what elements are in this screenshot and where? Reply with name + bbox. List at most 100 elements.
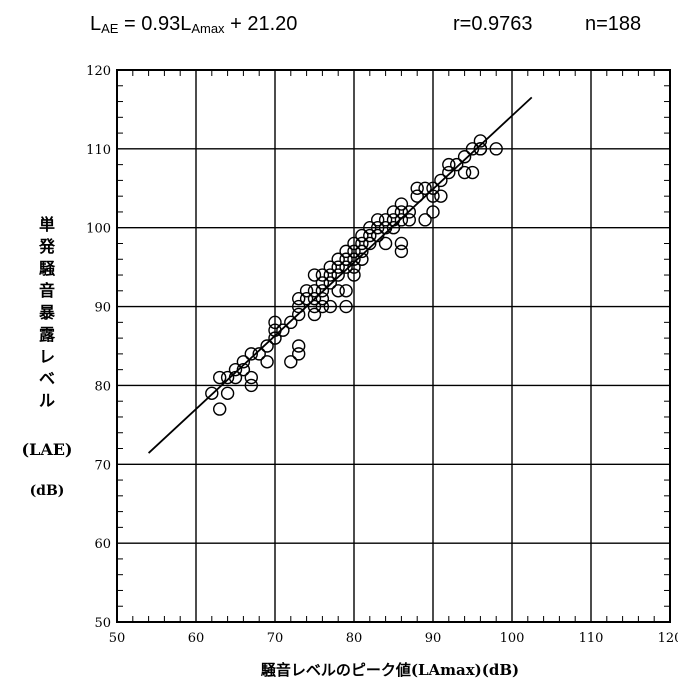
data-point [442, 157, 456, 172]
data-point [347, 252, 361, 266]
data-point [315, 299, 330, 314]
data-point [292, 307, 306, 322]
regression-equation: LAE = 0.93LAmax + 21.20 [90, 13, 297, 36]
y-tick-label: 70 [94, 458, 111, 473]
x-tick-label: 100 [500, 631, 525, 646]
data-point [355, 252, 369, 266]
x-tick-label: 120 [658, 631, 678, 646]
data-point [307, 307, 322, 322]
data-point [402, 205, 416, 219]
data-point [347, 236, 361, 251]
data-point [315, 276, 330, 290]
data-point [465, 165, 480, 180]
plot-frame [116, 69, 671, 623]
y-axis-label-char: ル [39, 391, 55, 410]
data-point [292, 347, 306, 361]
data-point [378, 213, 393, 227]
data-point [323, 268, 337, 282]
y-tick-label: 90 [94, 301, 111, 316]
data-point [212, 402, 227, 416]
data-point [394, 236, 409, 251]
data-point [323, 276, 337, 290]
data-point [457, 150, 472, 164]
data-point [363, 228, 377, 243]
data-point [292, 339, 306, 353]
data-point [331, 284, 345, 298]
data-point [307, 291, 322, 306]
y-axis-label-char: 発 [38, 237, 56, 256]
y-axis-label-char: 音 [39, 281, 55, 300]
grid-lines [116, 69, 671, 623]
data-point [473, 142, 488, 156]
sample-count-label: n=188 [585, 13, 641, 35]
data-point [339, 299, 353, 314]
x-tick-label: 70 [267, 631, 284, 646]
data-point [323, 260, 337, 274]
y-tick-label: 110 [86, 143, 111, 158]
data-point [378, 236, 393, 251]
data-point [307, 299, 322, 314]
minor-ticks [117, 70, 670, 622]
x-tick-label: 50 [109, 631, 126, 646]
data-point [394, 197, 409, 211]
data-point [276, 323, 290, 337]
data-point [212, 370, 227, 385]
data-point [394, 213, 409, 227]
y-tick-labels: 50 60 70 80 90 100 110 120 [86, 64, 111, 631]
data-point [331, 268, 345, 282]
data-point [228, 362, 243, 377]
data-point [268, 331, 282, 345]
y-axis-label-char: 暴 [38, 303, 56, 322]
data-point [323, 299, 337, 314]
data-point [315, 268, 330, 282]
data-point [292, 291, 306, 306]
data-point [473, 134, 488, 148]
data-point [426, 205, 440, 219]
correlation-label: r=0.9763 [453, 13, 533, 35]
data-point [260, 339, 274, 353]
regression-line [147, 96, 533, 454]
x-tick-label: 80 [346, 631, 363, 646]
data-point [220, 370, 235, 385]
x-tick-label: 60 [188, 631, 205, 646]
data-point [205, 386, 219, 401]
x-tick-labels: 50 60 70 80 90 100 110 120 [109, 631, 678, 646]
data-point [418, 213, 432, 227]
data-point [347, 244, 361, 259]
y-axis-label-char: 露 [39, 325, 56, 344]
y-tick-label: 50 [94, 616, 111, 631]
y-axis-label-char: ベ [39, 369, 55, 388]
data-point [252, 347, 266, 361]
data-point [307, 284, 322, 298]
data-point [355, 244, 369, 259]
data-point [284, 355, 298, 369]
data-point [371, 213, 385, 227]
y-axis-label-char: レ [39, 347, 55, 366]
data-point [315, 284, 330, 298]
y-axis-label-char: 単 [39, 215, 55, 234]
data-point [489, 142, 503, 156]
data-point [457, 165, 472, 180]
x-tick-label: 90 [425, 631, 442, 646]
data-point [331, 252, 345, 266]
data-point [307, 268, 322, 282]
data-point [299, 291, 314, 306]
y-axis-label-symbol: (LAE) [22, 440, 73, 459]
data-point [220, 386, 235, 401]
data-point [386, 205, 401, 219]
data-point [363, 221, 377, 235]
x-axis-label: 騒音レベルのピーク値(LAmax)(dB) [261, 661, 519, 679]
y-tick-label: 120 [86, 64, 111, 79]
data-point [244, 370, 259, 385]
y-tick-label: 100 [86, 222, 111, 237]
data-point [339, 244, 353, 259]
data-point [434, 189, 448, 203]
y-tick-label: 80 [94, 379, 111, 394]
x-tick-label: 110 [579, 631, 604, 646]
data-point [299, 284, 314, 298]
data-point [268, 315, 282, 330]
data-point [236, 355, 251, 369]
data-point [418, 181, 432, 195]
